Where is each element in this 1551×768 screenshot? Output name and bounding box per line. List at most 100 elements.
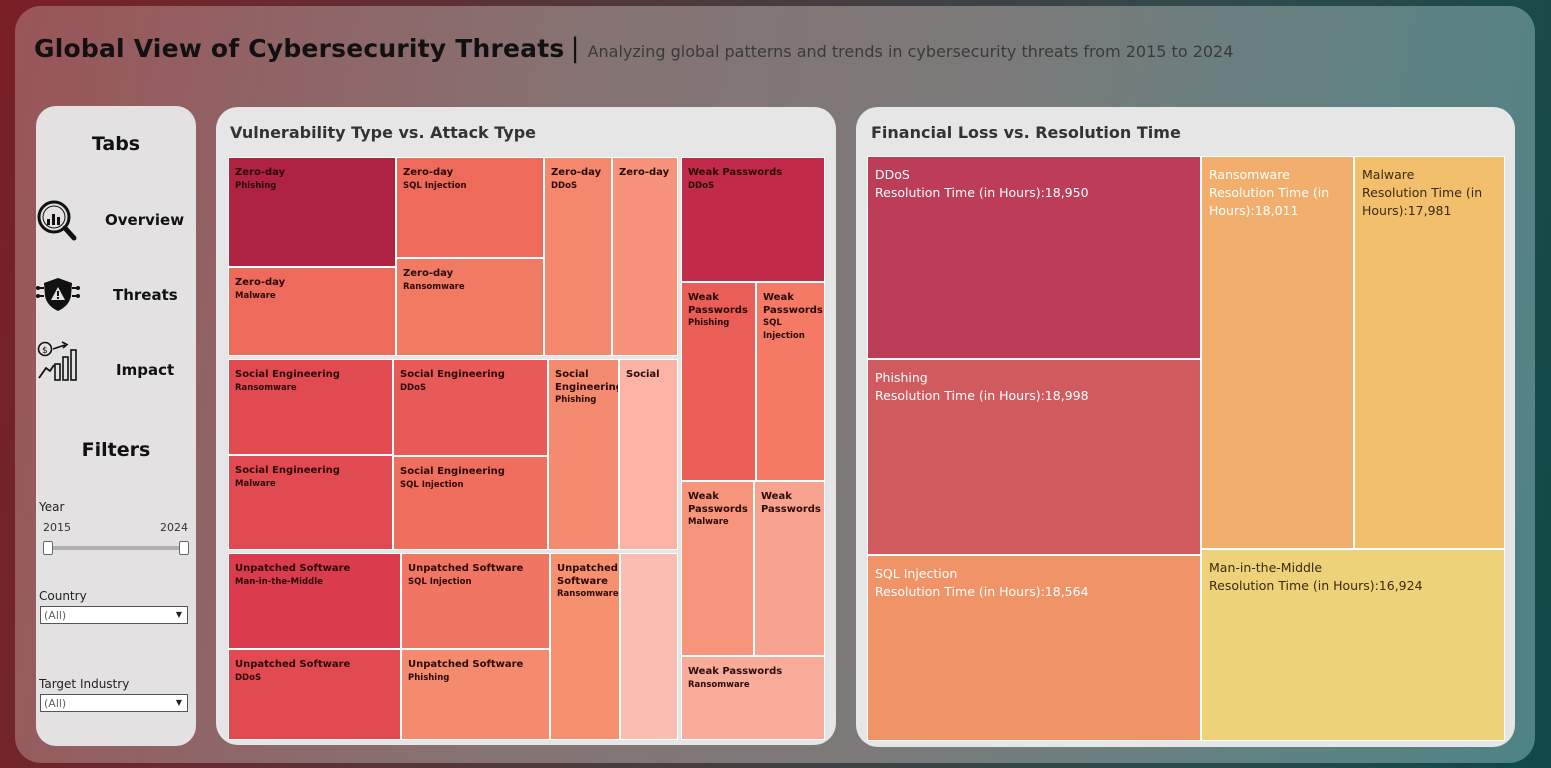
- vulnerability-tile[interactable]: Social Engineering Phishing: [548, 359, 619, 550]
- vulnerability-panel: Vulnerability Type vs. Attack Type Zero-…: [216, 107, 836, 745]
- attack-type-name: Malware: [688, 517, 729, 527]
- vulnerability-tile[interactable]: Unpatched Software Ransomware: [550, 553, 620, 740]
- vulnerability-tile[interactable]: Social: [619, 359, 678, 550]
- attack-type-tile-label: Man-in-the-Middle Resolution Time (in Hou…: [1209, 559, 1498, 595]
- attack-type-tile[interactable]: DDoS Resolution Time (in Hours):18,950: [867, 156, 1201, 359]
- vulnerability-tile[interactable]: Zero-day Phishing: [228, 157, 396, 267]
- vulnerability-name: Zero-day: [619, 167, 670, 178]
- attack-type-tile[interactable]: Man-in-the-Middle Resolution Time (in Hou…: [1201, 549, 1505, 741]
- vulnerability-name: Weak Passwords: [688, 491, 748, 515]
- vulnerability-tile-label: Zero-day Ransomware: [403, 268, 539, 293]
- vulnerability-name: Social Engineering: [555, 369, 619, 393]
- vulnerability-tile-label: Zero-day Phishing: [235, 167, 391, 192]
- attack-type-name: Phishing: [688, 318, 730, 328]
- vulnerability-name: Unpatched Software: [235, 659, 351, 670]
- attack-type-name: Phishing: [235, 180, 277, 191]
- vulnerability-tile[interactable]: [620, 553, 678, 740]
- vulnerability-tile-label: Social Engineering SQL Injection: [400, 466, 543, 491]
- attack-type-name: SQL Injection: [875, 566, 958, 581]
- tab-impact-label: Impact: [116, 361, 175, 379]
- vulnerability-tile[interactable]: Social Engineering DDoS: [393, 359, 548, 456]
- industry-dropdown-value: (All): [44, 697, 67, 710]
- vulnerability-tile[interactable]: Weak Passwords SQL Injection: [756, 282, 825, 481]
- vulnerability-tile-label: Unpatched Software Ransomware: [557, 563, 619, 601]
- attack-type-name: SQL Injection: [763, 318, 805, 341]
- vulnerability-tile[interactable]: Social Engineering Malware: [228, 455, 393, 550]
- vulnerability-tile[interactable]: Unpatched Software Man-in-the-Middle: [228, 553, 401, 649]
- vulnerability-name: Social Engineering: [235, 465, 340, 476]
- vulnerability-tile[interactable]: Unpatched Software SQL Injection: [401, 553, 550, 649]
- vulnerability-tile[interactable]: Social Engineering SQL Injection: [393, 456, 548, 550]
- financial-loss-panel: Financial Loss vs. Resolution Time DDoS R…: [856, 107, 1515, 747]
- resolution-time-value: Resolution Time (in Hours):18,950: [875, 185, 1089, 200]
- attack-type-tile-label: DDoS Resolution Time (in Hours):18,950: [875, 166, 1194, 202]
- vulnerability-tile[interactable]: Unpatched Software Phishing: [401, 649, 550, 740]
- vulnerability-tile-label: Weak Passwords Malware: [688, 491, 749, 529]
- attack-type-name: Phishing: [408, 672, 450, 683]
- attack-type-tile[interactable]: Malware Resolution Time (in Hours):17,981: [1354, 156, 1505, 549]
- country-filter-label: Country: [39, 589, 87, 603]
- year-slider-max-handle[interactable]: [179, 541, 189, 555]
- tab-threats-label: Threats: [113, 286, 178, 304]
- vulnerability-name: Zero-day: [403, 268, 454, 279]
- tab-overview-label: Overview: [105, 211, 185, 229]
- attack-type-tile-label: SQL Injection Resolution Time (in Hours):…: [875, 565, 1194, 601]
- vulnerability-tile[interactable]: Unpatched Software DDoS: [228, 649, 401, 740]
- page-subtitle: Analyzing global patterns and trends in …: [587, 42, 1234, 61]
- vulnerability-tile[interactable]: Social Engineering Ransomware: [228, 359, 393, 455]
- year-max-label: 2024: [160, 521, 188, 534]
- vulnerability-tile[interactable]: Zero-day DDoS: [544, 157, 612, 356]
- vulnerability-tile-label: Social Engineering Malware: [235, 465, 388, 490]
- attack-type-name: Phishing: [875, 370, 928, 385]
- year-slider-track[interactable]: [46, 546, 184, 550]
- vulnerability-tile[interactable]: Weak Passwords Phishing: [681, 282, 756, 481]
- chevron-down-icon: ▼: [175, 698, 182, 707]
- vulnerability-tile-label: Unpatched Software Phishing: [408, 659, 545, 684]
- resolution-time-value: Resolution Time (in Hours):18,564: [875, 584, 1089, 599]
- attack-type-tile[interactable]: SQL Injection Resolution Time (in Hours):…: [867, 555, 1201, 741]
- attack-type-name: DDoS: [400, 382, 427, 393]
- vulnerability-tile[interactable]: Weak Passwords Malware: [681, 481, 754, 656]
- vulnerability-tile[interactable]: Weak Passwords DDoS: [681, 157, 825, 282]
- header: Global View of Cybersecurity Threats | Ana…: [34, 33, 1233, 64]
- attack-type-name: DDoS: [235, 672, 262, 683]
- vulnerability-name: Weak Passwords: [763, 292, 823, 316]
- attack-type-name: DDoS: [551, 180, 578, 191]
- attack-type-name: Malware: [235, 478, 276, 489]
- vulnerability-tile[interactable]: Zero-day SQL Injection: [396, 157, 544, 258]
- vulnerability-tile[interactable]: Weak Passwords: [754, 481, 825, 656]
- attack-type-tile[interactable]: Phishing Resolution Time (in Hours):18,99…: [867, 359, 1201, 555]
- vulnerability-tile-label: Zero-day: [619, 167, 673, 180]
- attack-type-name: Man-in-the-Middle: [235, 576, 323, 587]
- title-separator: |: [570, 33, 580, 64]
- vulnerability-tile-label: Social Engineering Phishing: [555, 369, 618, 407]
- industry-dropdown[interactable]: (All) ▼: [40, 694, 188, 712]
- country-dropdown[interactable]: (All) ▼: [40, 606, 188, 624]
- year-slider-min-handle[interactable]: [43, 541, 53, 555]
- vulnerability-name: Weak Passwords: [688, 666, 783, 677]
- attack-type-name: SQL Injection: [408, 576, 472, 587]
- vulnerability-name: Zero-day: [551, 167, 602, 178]
- year-min-label: 2015: [43, 521, 71, 534]
- resolution-time-value: Resolution Time (in Hours):16,924: [1209, 578, 1423, 593]
- attack-type-name: Malware: [1362, 167, 1415, 182]
- attack-type-name: DDoS: [875, 167, 910, 182]
- vulnerability-name: Weak Passwords: [688, 292, 748, 316]
- vulnerability-name: Unpatched Software: [235, 563, 351, 574]
- tab-threats[interactable]: Threats: [36, 274, 196, 318]
- vulnerability-tile[interactable]: Zero-day: [612, 157, 678, 356]
- vulnerability-tile[interactable]: Zero-day Ransomware: [396, 258, 544, 356]
- vulnerability-tile-label: Weak Passwords Phishing: [688, 292, 751, 330]
- vulnerability-tile[interactable]: Weak Passwords Ransomware: [681, 656, 825, 740]
- vulnerability-tile-label: Weak Passwords: [761, 491, 821, 516]
- tab-impact[interactable]: $ Impact: [36, 340, 196, 384]
- attack-type-name: Ransomware: [235, 382, 297, 393]
- vulnerability-tile[interactable]: Zero-day Malware: [228, 267, 396, 356]
- page-title: Global View of Cybersecurity Threats: [34, 34, 565, 63]
- svg-text:$: $: [42, 346, 48, 356]
- vulnerability-name: Social: [626, 369, 660, 380]
- attack-type-name: Malware: [235, 290, 276, 301]
- tab-overview[interactable]: Overview: [36, 198, 196, 242]
- attack-type-tile[interactable]: Ransomware Resolution Time (in Hours):18,…: [1201, 156, 1354, 549]
- vulnerability-tile-label: Social Engineering DDoS: [400, 369, 543, 394]
